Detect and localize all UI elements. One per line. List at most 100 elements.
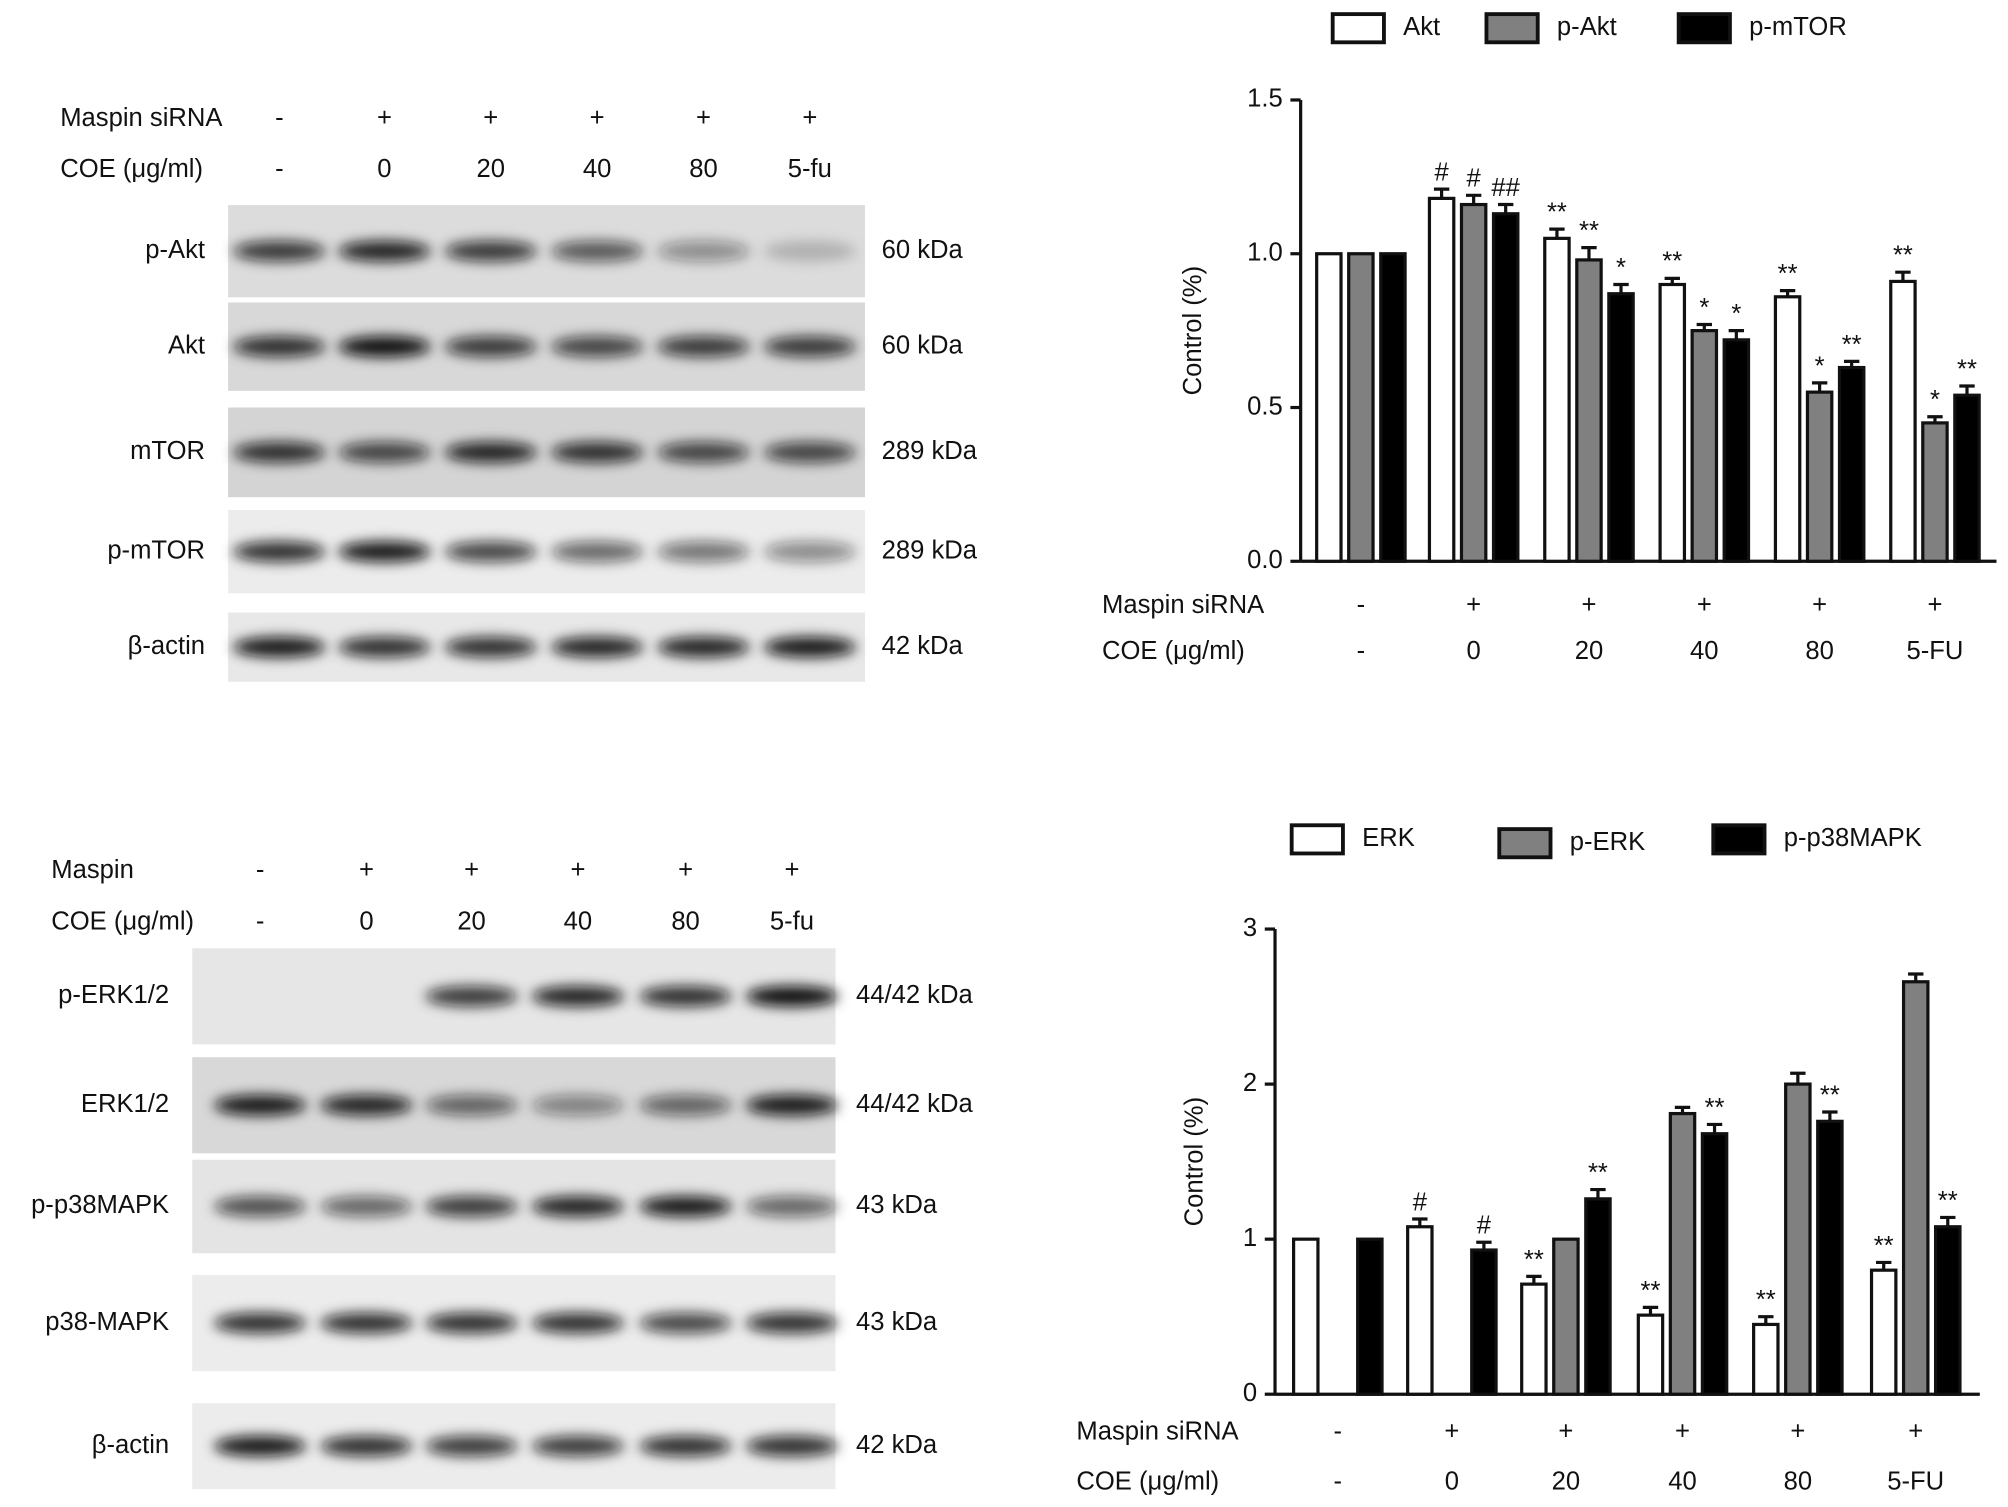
error-bar [1642,1305,1659,1316]
legend-swatch [1484,12,1540,45]
blot-strip [228,407,865,498]
error-bar [1876,1260,1892,1271]
x-tick-label: 20 [1552,1467,1581,1495]
error-bar [1412,1217,1428,1227]
blot-band [444,240,537,262]
blot-lane-label: 0 [377,155,391,183]
blot-row-label: p-p38MAPK [31,1191,169,1219]
legend-swatch [1711,823,1767,856]
blot-band [745,986,839,1007]
significance-label: ** [1874,1232,1894,1260]
error-bar [1433,187,1450,199]
error-bar [1758,1315,1774,1325]
blot-strip [228,205,865,298]
blot-row-label: p-ERK1/2 [58,981,169,1009]
x-tick-label: + [1927,591,1942,619]
blot-band [425,1196,518,1217]
blot-band [320,1312,413,1334]
blot-lane-label: 20 [477,155,506,183]
error-bar [1674,1105,1691,1114]
legend-label: p-p38MAPK [1784,824,1922,852]
blot-row-label: p-Akt [145,236,205,264]
blot-lane-label: 0 [359,907,373,935]
x-tick-label: + [1812,591,1827,619]
bar [1816,1119,1844,1396]
error-bar [1497,202,1514,214]
significance-label: ** [1820,1081,1840,1109]
blot-band [745,1312,839,1334]
bar [1427,196,1456,563]
significance-label: ** [1842,331,1862,359]
blot-header-label: COE (μg/ml) [51,907,194,935]
bar [1470,1248,1498,1396]
significance-label: ** [1579,217,1599,245]
x-tick-label: + [1675,1417,1690,1445]
bar [1889,279,1917,563]
bar [1491,212,1520,563]
blot-band [338,336,431,357]
legend-swatch [1289,823,1345,856]
blot-row-label: β-actin [128,632,205,660]
bar [1347,252,1375,563]
blot-band [551,442,644,463]
blot-band [657,541,750,562]
blot-band [338,240,431,262]
blot-lane-label: 80 [689,155,718,183]
blot-row-label: β-actin [92,1431,169,1459]
blot-size-label: 43 kDa [856,1308,938,1336]
error-bar [1706,1122,1723,1134]
blot-band [338,541,431,562]
error-bar [1908,972,1924,982]
blot-band [745,1196,839,1217]
y-tick-label: 0 [1243,1379,1257,1407]
category-row-label: COE (μg/ml) [1076,1467,1219,1495]
blot-strip [228,612,865,682]
blot-band [657,240,750,262]
significance-label: * [1815,352,1825,380]
blot-size-label: 42 kDa [856,1431,938,1459]
blot-size-label: 60 kDa [882,236,964,264]
error-bar [1895,270,1911,282]
significance-label: * [1616,254,1626,282]
y-tick-label: 2 [1243,1069,1257,1097]
x-tick-label: 5-FU [1906,637,1963,665]
blot-band [551,541,644,562]
blot-band [531,1095,625,1116]
bar [1379,252,1407,563]
significance-label: ## [1491,174,1520,202]
blot-lane-label: + [696,104,711,132]
blot-band [320,1435,413,1457]
blot-lane-label: + [570,856,585,884]
error-bar [1843,359,1860,368]
blot-band [639,1196,732,1217]
error-bar [1549,227,1565,239]
x-tick-label: 40 [1668,1467,1697,1495]
significance-label: * [1699,294,1709,322]
error-bar [1790,1071,1806,1085]
bar [1543,236,1571,563]
x-tick-label: + [1558,1417,1573,1445]
legend-swatch [1497,827,1553,860]
bar [1784,1082,1812,1396]
x-tick-label: + [1466,591,1481,619]
blot-band [213,1312,307,1334]
error-bar [1927,415,1943,423]
blot-lane-label: 40 [583,155,612,183]
error-bar [1581,245,1597,260]
error-bar [1811,381,1828,393]
bar [1805,390,1834,563]
blot-band [425,1435,518,1457]
category-row-label: Maspin siRNA [1102,591,1265,619]
blot-lane-label: + [359,856,374,884]
significance-label: # [1434,159,1449,187]
bar [1869,1268,1898,1396]
blot-lane-label: - [256,907,265,935]
blot-size-label: 289 kDa [882,437,978,465]
legend-label: p-mTOR [1749,13,1847,41]
blot-band [639,1312,732,1334]
error-bar [1940,1215,1956,1227]
x-tick-label: + [1908,1417,1923,1445]
significance-label: ** [1705,1094,1725,1122]
x-tick-label: 80 [1805,637,1834,665]
